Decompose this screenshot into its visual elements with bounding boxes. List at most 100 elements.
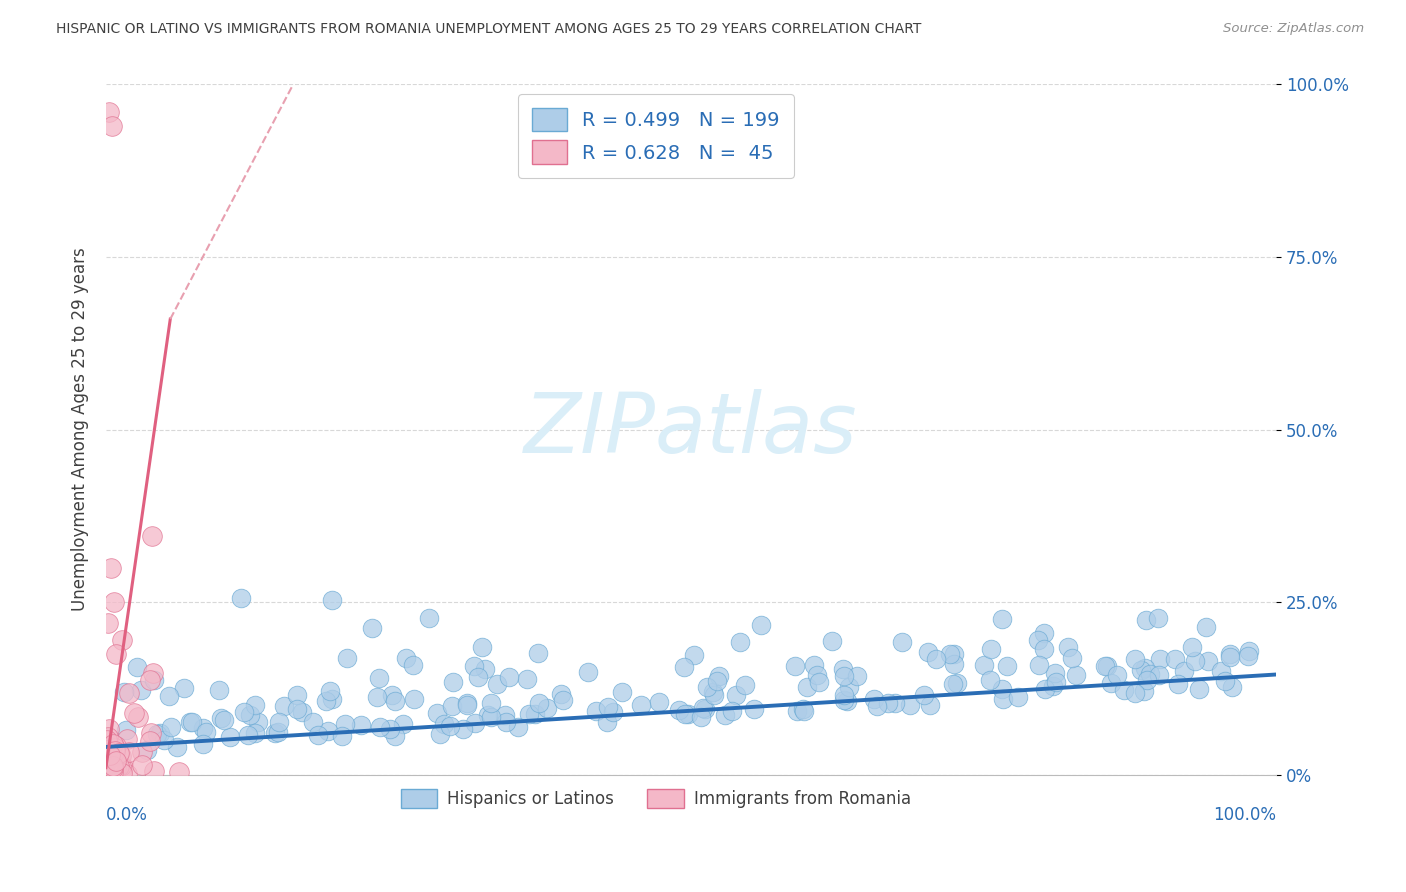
Point: [335, 717, 357, 731]
Point: [1139, 666, 1161, 681]
Point: [236, 728, 259, 742]
Point: [440, 698, 463, 713]
Point: [837, 694, 859, 708]
Point: [796, 680, 818, 694]
Point: [131, 758, 153, 772]
Point: [159, 689, 181, 703]
Point: [103, 761, 125, 775]
Point: [706, 674, 728, 689]
Point: [232, 705, 254, 719]
Point: [785, 659, 807, 673]
Point: [585, 704, 607, 718]
Point: [742, 701, 765, 715]
Point: [506, 720, 529, 734]
Point: [208, 682, 231, 697]
Point: [692, 700, 714, 714]
Point: [1237, 649, 1260, 664]
Point: [991, 682, 1014, 697]
Point: [101, 764, 124, 779]
Point: [676, 707, 699, 722]
Point: [129, 682, 152, 697]
Point: [576, 665, 599, 679]
Point: [846, 669, 869, 683]
Point: [918, 698, 941, 713]
Point: [463, 659, 485, 673]
Point: [803, 658, 825, 673]
Point: [330, 730, 353, 744]
Point: [110, 766, 132, 780]
Point: [536, 701, 558, 715]
Point: [153, 733, 176, 747]
Point: [486, 677, 509, 691]
Point: [1057, 640, 1080, 655]
Point: [366, 690, 388, 704]
Point: [891, 635, 914, 649]
Point: [479, 696, 502, 710]
Point: [107, 759, 129, 773]
Point: [464, 716, 486, 731]
Point: [131, 745, 153, 759]
Point: [728, 634, 751, 648]
Point: [831, 662, 853, 676]
Point: [498, 670, 520, 684]
Point: [693, 702, 716, 716]
Point: [1033, 681, 1056, 696]
Point: [917, 645, 939, 659]
Point: [285, 702, 308, 716]
Point: [291, 705, 314, 719]
Point: [1164, 651, 1187, 665]
Point: [979, 673, 1001, 687]
Point: [107, 761, 129, 775]
Point: [336, 650, 359, 665]
Point: [474, 662, 496, 676]
Point: [939, 647, 962, 661]
Point: [1130, 663, 1153, 677]
Point: [467, 670, 489, 684]
Point: [426, 706, 449, 720]
Point: [194, 724, 217, 739]
Point: [218, 730, 240, 744]
Point: [273, 698, 295, 713]
Point: [321, 593, 343, 607]
Point: [792, 702, 814, 716]
Point: [883, 696, 905, 710]
Point: [1007, 690, 1029, 705]
Point: [173, 681, 195, 695]
Point: [866, 698, 889, 713]
Point: [702, 685, 724, 699]
Point: [1213, 674, 1236, 689]
Point: [456, 696, 478, 710]
Text: 100.0%: 100.0%: [1213, 805, 1277, 823]
Text: HISPANIC OR LATINO VS IMMIGRANTS FROM ROMANIA UNEMPLOYMENT AMONG AGES 25 TO 29 Y: HISPANIC OR LATINO VS IMMIGRANTS FROM RO…: [56, 22, 921, 37]
Point: [912, 688, 935, 702]
Point: [108, 747, 131, 761]
Point: [696, 680, 718, 694]
Point: [1188, 682, 1211, 697]
Point: [1123, 652, 1146, 666]
Point: [111, 759, 134, 773]
Point: [97, 757, 120, 772]
Y-axis label: Unemployment Among Ages 25 to 29 years: Unemployment Among Ages 25 to 29 years: [72, 248, 89, 611]
Point: [243, 698, 266, 713]
Point: [924, 652, 946, 666]
Point: [98, 105, 121, 120]
Point: [146, 727, 169, 741]
Point: [429, 726, 451, 740]
Point: [877, 696, 900, 710]
Point: [142, 764, 165, 778]
Point: [1218, 650, 1240, 665]
Point: [350, 717, 373, 731]
Point: [1219, 647, 1241, 661]
Point: [111, 633, 134, 648]
Point: [709, 669, 731, 683]
Text: ZIPatlas: ZIPatlas: [524, 389, 858, 470]
Point: [112, 684, 135, 698]
Point: [1064, 668, 1087, 682]
Point: [266, 725, 288, 739]
Point: [1184, 654, 1206, 668]
Point: [806, 668, 828, 682]
Point: [125, 660, 148, 674]
Point: [214, 713, 236, 727]
Point: [97, 730, 120, 744]
Point: [942, 677, 965, 691]
